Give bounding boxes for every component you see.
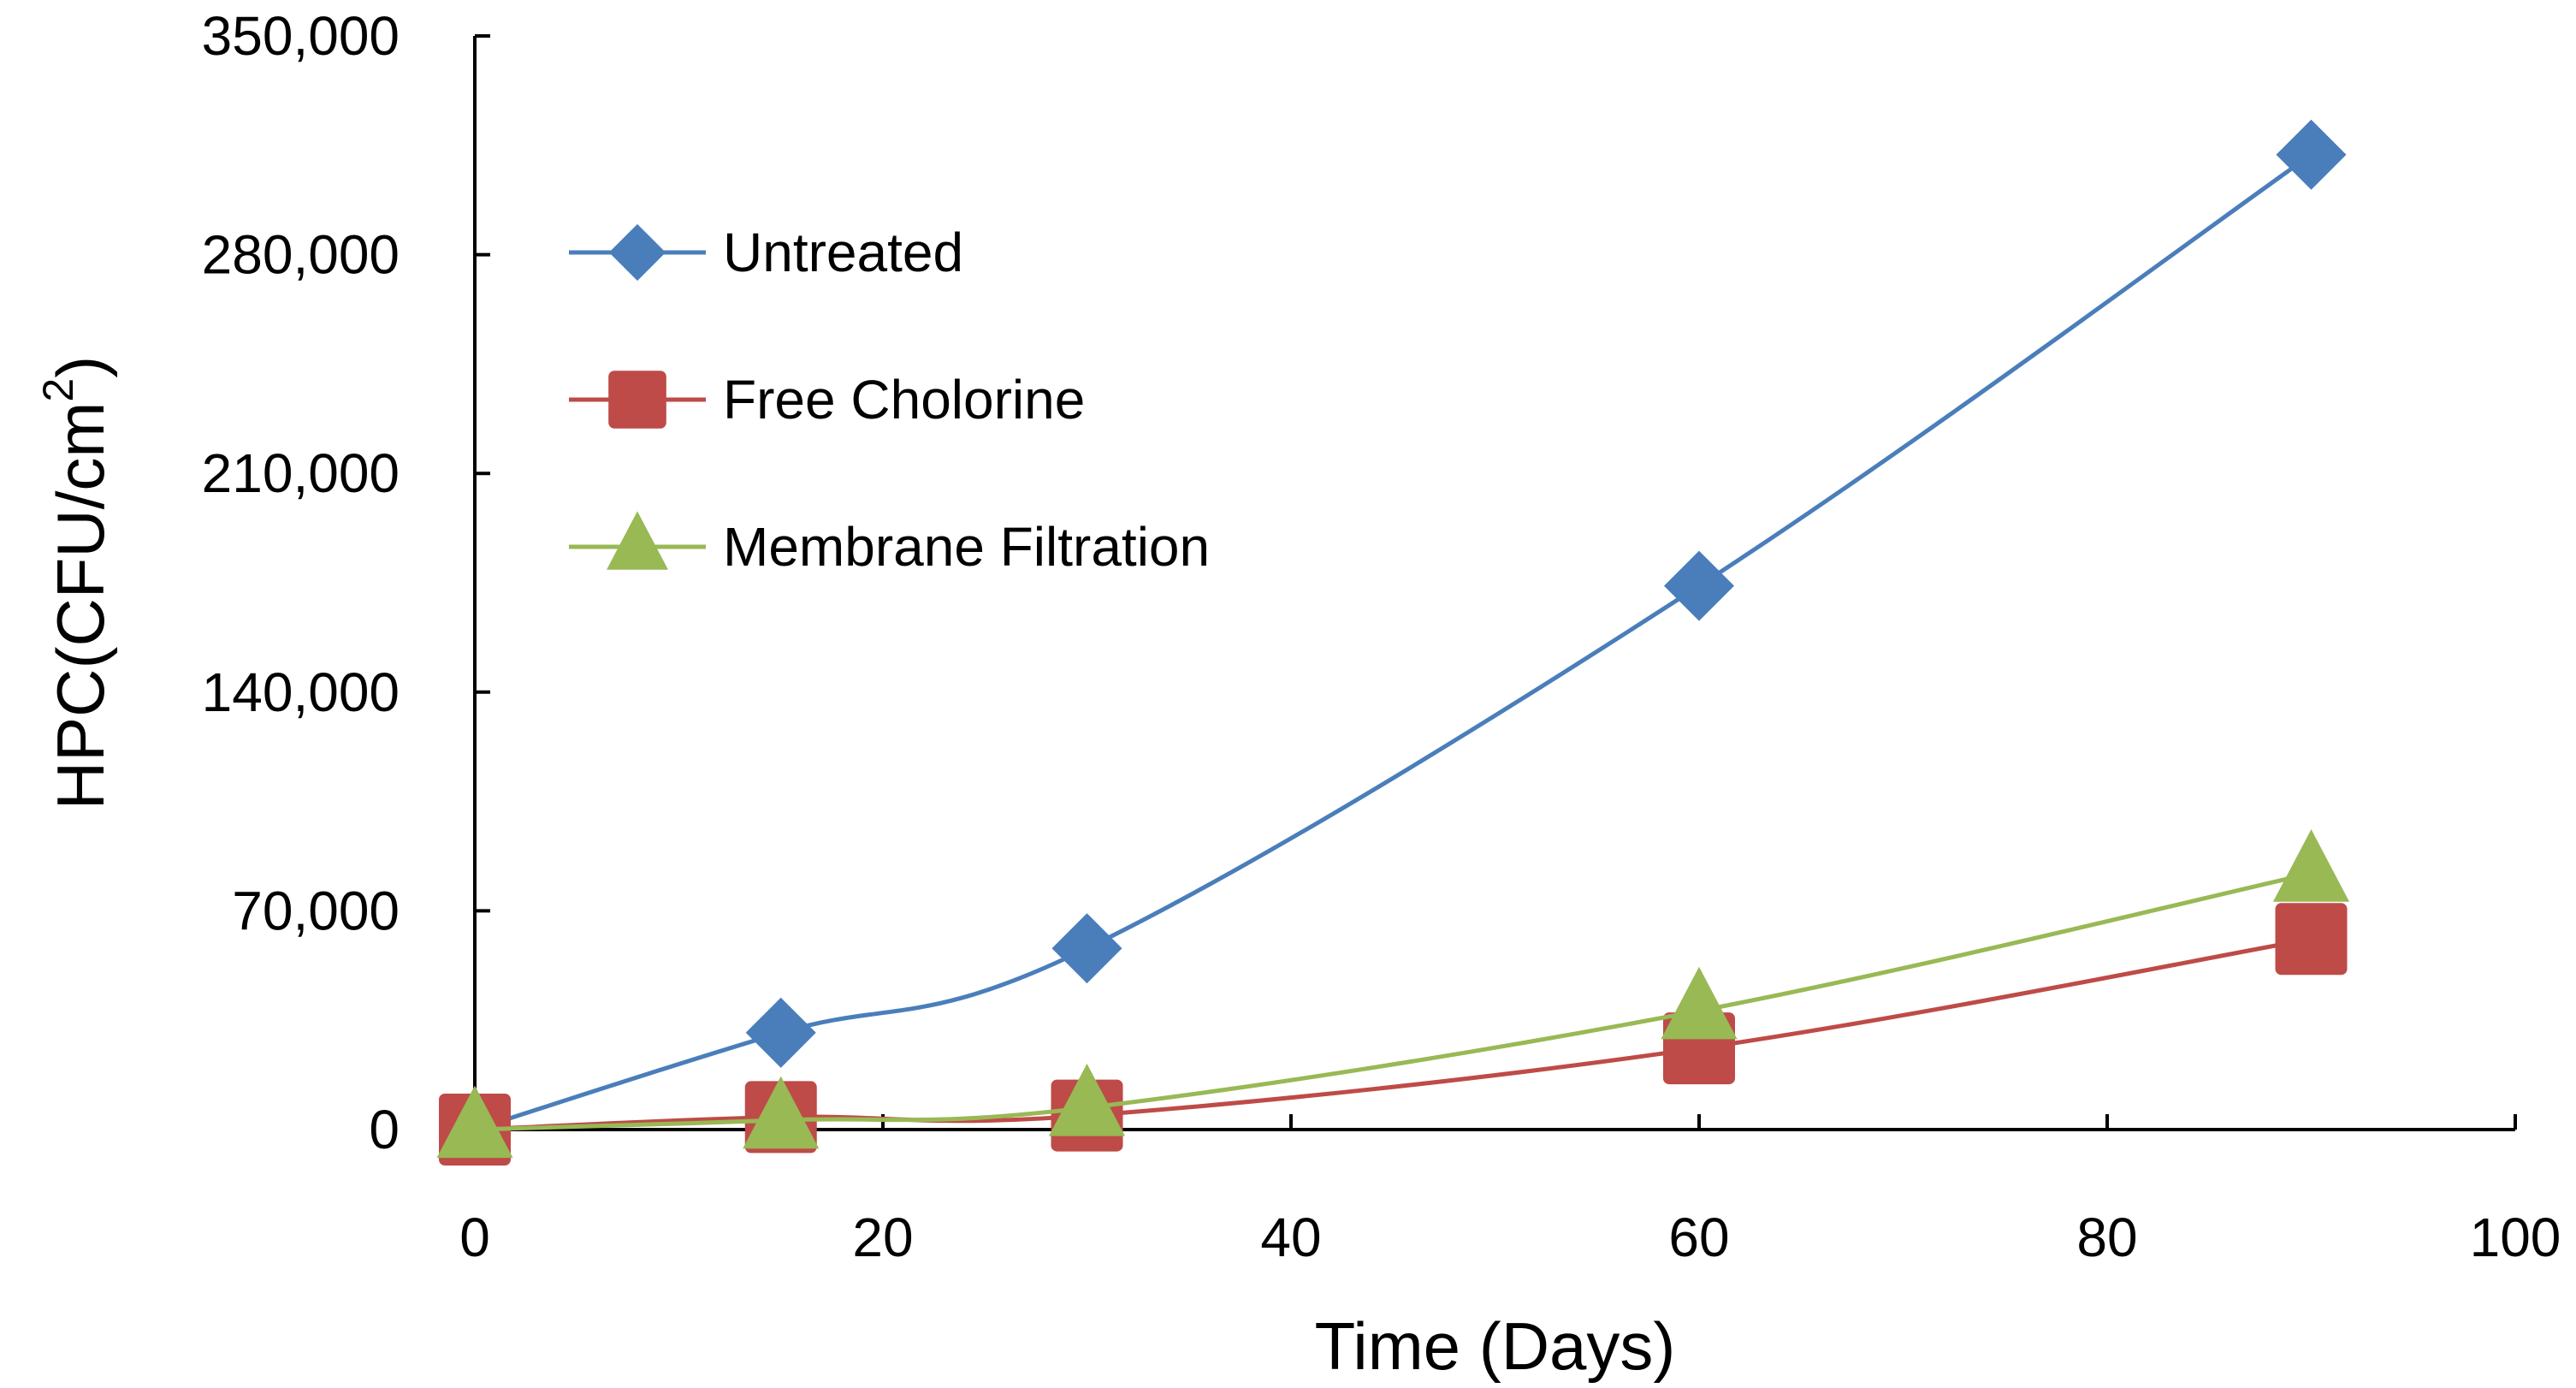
- x-tick-label: 20: [852, 1207, 913, 1268]
- y-axis-title-suffix: ): [43, 356, 118, 378]
- axes: [473, 36, 2515, 1131]
- data-point: [1663, 550, 1735, 621]
- series-membrane-filtration: [436, 829, 2350, 1159]
- data-point: [1661, 966, 1738, 1040]
- series: [436, 119, 2350, 1166]
- data-point: [2276, 119, 2347, 190]
- data-point: [745, 997, 816, 1068]
- series-free-cholorine: [439, 903, 2348, 1166]
- y-tick-label: 350,000: [202, 5, 400, 67]
- legend-label: Free Cholorine: [723, 369, 1085, 430]
- series-line: [474, 152, 2312, 1132]
- series-line: [474, 936, 2312, 1132]
- series-untreated: [439, 119, 2347, 1166]
- legend-marker: [608, 371, 666, 429]
- y-tick-label: 0: [369, 1099, 400, 1160]
- legend: Untreated Free Cholorine Membrane Filtrati…: [569, 222, 1210, 578]
- data-point: [1051, 913, 1122, 984]
- x-tick-label: 100: [2470, 1207, 2561, 1268]
- x-tick-label: 0: [459, 1207, 490, 1268]
- data-point: [743, 1076, 820, 1149]
- legend-item: Untreated: [569, 222, 963, 283]
- data-point: [2272, 829, 2350, 902]
- y-axis-title-superscript: 2: [34, 378, 82, 402]
- y-tick-label: 210,000: [202, 442, 400, 504]
- legend-marker: [608, 223, 666, 282]
- legend-label: Untreated: [723, 222, 963, 283]
- y-tick-label: 280,000: [202, 224, 400, 286]
- series-line: [474, 871, 2312, 1132]
- x-axis-title: Time (Days): [1315, 1308, 1676, 1384]
- legend-item: Free Cholorine: [569, 369, 1085, 430]
- y-tick-label: 140,000: [202, 661, 400, 723]
- data-point: [436, 1085, 513, 1159]
- data-point: [2275, 903, 2348, 976]
- ticks: 0 70,000 140,000 210,000 280,000 350,000 0 20 40…: [202, 5, 2561, 1268]
- x-tick-label: 60: [1668, 1207, 1729, 1268]
- legend-label: Membrane Filtration: [723, 516, 1210, 578]
- legend-item: Membrane Filtration: [569, 511, 1210, 578]
- y-tick-label: 70,000: [232, 880, 400, 941]
- data-point: [1048, 1063, 1126, 1136]
- y-axis-title-main: HPC(CFU/cm: [43, 402, 118, 810]
- y-axis-title: HPC(CFU/cm2): [34, 356, 117, 810]
- x-tick-label: 40: [1260, 1207, 1321, 1268]
- legend-marker: [607, 511, 668, 570]
- x-tick-label: 80: [2076, 1207, 2137, 1268]
